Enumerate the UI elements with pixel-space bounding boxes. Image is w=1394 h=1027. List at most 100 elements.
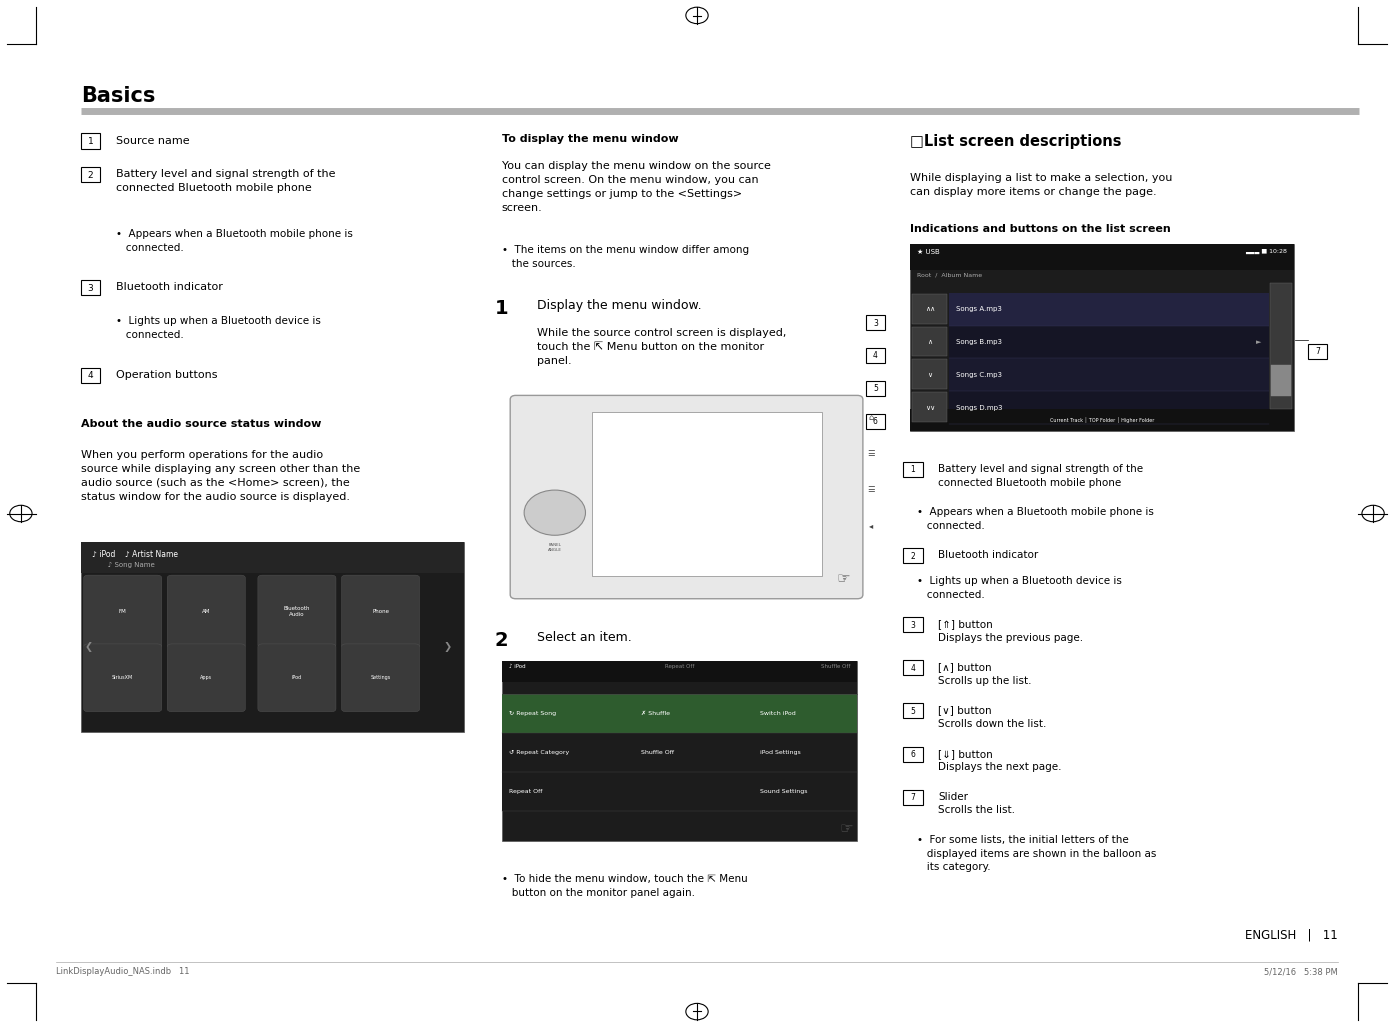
FancyBboxPatch shape [903,660,923,676]
Text: •  Appears when a Bluetooth mobile phone is
   connected.: • Appears when a Bluetooth mobile phone … [917,507,1154,531]
FancyBboxPatch shape [903,790,923,805]
Text: 5: 5 [873,384,878,393]
Text: Basics: Basics [81,86,155,106]
Text: [∨] button
Scrolls down the list.: [∨] button Scrolls down the list. [938,706,1047,729]
Text: ▃▃▃ ■ 10:28: ▃▃▃ ■ 10:28 [1245,249,1287,254]
Text: •  For some lists, the initial letters of the
   displayed items are shown in th: • For some lists, the initial letters of… [917,835,1157,872]
FancyBboxPatch shape [84,644,162,712]
FancyBboxPatch shape [342,575,420,648]
Text: 1: 1 [495,299,509,318]
Text: Songs C.mp3: Songs C.mp3 [956,372,1002,378]
FancyBboxPatch shape [912,359,947,389]
FancyBboxPatch shape [903,548,923,564]
FancyBboxPatch shape [910,244,1294,431]
Text: •  Lights up when a Bluetooth device is
   connected.: • Lights up when a Bluetooth device is c… [917,576,1122,600]
Text: 3: 3 [88,283,93,293]
FancyBboxPatch shape [866,381,885,396]
FancyBboxPatch shape [866,414,885,429]
FancyBboxPatch shape [81,542,464,573]
Text: Indications and buttons on the list screen: Indications and buttons on the list scre… [910,224,1171,234]
FancyBboxPatch shape [502,661,857,841]
FancyBboxPatch shape [502,661,857,682]
Text: Shuffle Off: Shuffle Off [821,664,850,670]
Text: 7: 7 [910,793,916,802]
Text: 6: 6 [873,417,878,426]
Text: ✗ Shuffle: ✗ Shuffle [641,712,671,716]
FancyBboxPatch shape [81,134,100,149]
FancyBboxPatch shape [903,703,923,719]
FancyBboxPatch shape [258,575,336,648]
Text: Bluetooth
Audio: Bluetooth Audio [283,606,311,617]
FancyBboxPatch shape [1271,365,1291,396]
Text: Battery level and signal strength of the
connected Bluetooth mobile phone: Battery level and signal strength of the… [116,169,335,193]
Text: Repeat Off: Repeat Off [509,790,542,794]
Text: Bluetooth indicator: Bluetooth indicator [116,282,223,293]
FancyBboxPatch shape [949,391,1269,424]
FancyBboxPatch shape [1270,283,1292,409]
FancyBboxPatch shape [1308,344,1327,359]
FancyBboxPatch shape [81,368,100,383]
Text: LinkDisplayAudio_NAS.indb   11: LinkDisplayAudio_NAS.indb 11 [56,967,190,977]
Text: PANEL
ANGLE: PANEL ANGLE [548,543,562,553]
Text: Operation buttons: Operation buttons [116,370,217,380]
Text: 7: 7 [1315,347,1320,356]
FancyBboxPatch shape [510,395,863,599]
Text: 3: 3 [910,620,916,630]
Text: Display the menu window.: Display the menu window. [537,299,701,312]
Text: SiriusXM: SiriusXM [112,676,134,680]
Text: To display the menu window: To display the menu window [502,134,679,144]
Text: •  The items on the menu window differ among
   the sources.: • The items on the menu window differ am… [502,245,749,269]
Text: ∧∧: ∧∧ [924,306,935,312]
FancyBboxPatch shape [912,327,947,356]
Text: 6: 6 [910,750,916,759]
Text: •  Appears when a Bluetooth mobile phone is
   connected.: • Appears when a Bluetooth mobile phone … [116,229,353,253]
FancyBboxPatch shape [910,244,1294,270]
Text: ENGLISH   |   11: ENGLISH | 11 [1245,928,1338,942]
Text: ★ USB: ★ USB [917,249,940,255]
FancyBboxPatch shape [81,542,464,732]
FancyBboxPatch shape [949,326,1269,358]
Text: 5: 5 [910,707,916,716]
Text: ❯: ❯ [443,642,452,652]
Text: 2: 2 [1259,249,1264,258]
Text: Root  /  Album Name: Root / Album Name [917,272,983,277]
Text: iPod Settings: iPod Settings [760,751,800,755]
FancyBboxPatch shape [1224,245,1243,261]
Text: Switch iPod: Switch iPod [760,712,796,716]
Text: Shuffle Off: Shuffle Off [641,751,675,755]
FancyBboxPatch shape [910,409,1294,431]
Text: ☞: ☞ [839,821,853,836]
Text: ∨∨: ∨∨ [924,405,935,411]
FancyBboxPatch shape [167,575,245,648]
FancyBboxPatch shape [502,694,857,733]
Text: □List screen descriptions: □List screen descriptions [910,134,1122,149]
Text: About the audio source status window: About the audio source status window [81,419,321,429]
Text: ◂: ◂ [868,522,874,530]
Text: ☞: ☞ [836,571,850,586]
Text: 5/12/16   5:38 PM: 5/12/16 5:38 PM [1264,967,1338,977]
FancyBboxPatch shape [903,747,923,762]
Text: Songs B.mp3: Songs B.mp3 [956,339,1002,345]
Text: FM: FM [118,609,127,614]
Text: Sound Settings: Sound Settings [760,790,807,794]
FancyBboxPatch shape [949,358,1269,391]
Text: ↺ Repeat Category: ↺ Repeat Category [509,751,569,755]
Text: Songs D.mp3: Songs D.mp3 [956,405,1002,411]
FancyBboxPatch shape [502,772,857,811]
FancyBboxPatch shape [949,293,1269,326]
Text: ♪ Song Name: ♪ Song Name [92,562,155,568]
Text: 4: 4 [873,351,878,360]
Text: [⇓] button
Displays the next page.: [⇓] button Displays the next page. [938,749,1062,772]
Text: Phone: Phone [372,609,389,614]
Text: ❮: ❮ [85,642,93,652]
Text: ♪ iPod: ♪ iPod [509,664,526,670]
Text: While the source control screen is displayed,
touch the ⇱ Menu button on the mon: While the source control screen is displ… [537,328,786,366]
Text: Battery level and signal strength of the
connected Bluetooth mobile phone: Battery level and signal strength of the… [938,464,1143,488]
Text: •  Lights up when a Bluetooth device is
   connected.: • Lights up when a Bluetooth device is c… [116,316,321,340]
FancyBboxPatch shape [912,392,947,422]
Text: •  To hide the menu window, touch the ⇱ Menu
   button on the monitor panel agai: • To hide the menu window, touch the ⇱ M… [502,874,747,898]
Text: 1: 1 [88,137,93,146]
FancyBboxPatch shape [342,644,420,712]
FancyBboxPatch shape [903,462,923,478]
Text: AM: AM [202,609,210,614]
